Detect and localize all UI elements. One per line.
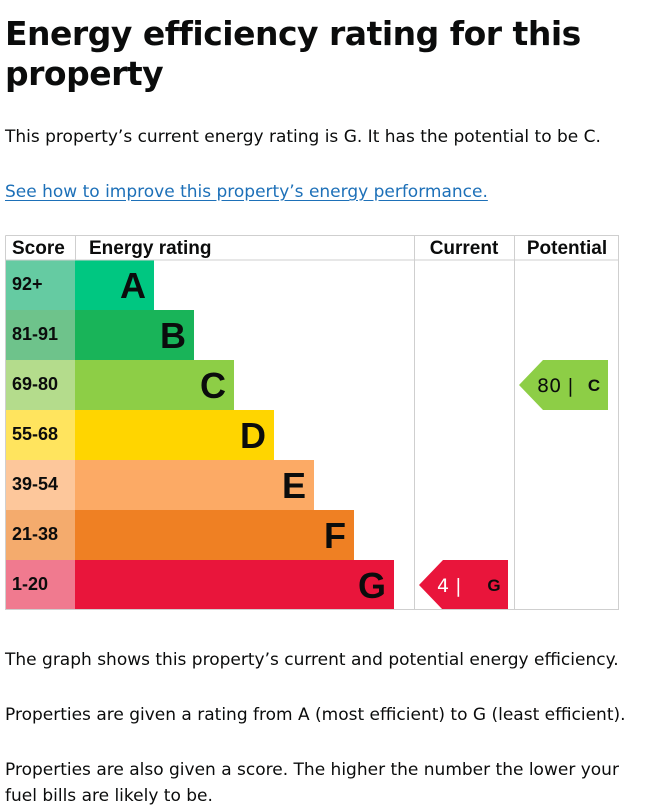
energy-rating-chart: Score Energy rating Current Potential 92+ A 8… — [5, 235, 619, 610]
score-cell-d — [5, 410, 75, 460]
score-cell-c — [5, 360, 75, 410]
rating-summary: This property’s current energy rating is… — [5, 127, 601, 147]
header-current: Current — [430, 238, 499, 259]
header-rating: Energy rating — [89, 238, 211, 259]
score-explanation: Properties are also given a score. The h… — [5, 760, 619, 806]
header-potential: Potential — [527, 238, 607, 259]
score-cell-b — [5, 310, 75, 360]
rating-bar-a — [75, 260, 154, 310]
score-range-g: 1-20 — [12, 574, 48, 594]
rating-letter-f: F — [324, 515, 346, 556]
score-range-c: 69-80 — [12, 374, 58, 394]
score-cell-a — [5, 260, 75, 310]
page-title: Energy efficiency rating for this proper… — [5, 14, 581, 93]
rating-letter-b: B — [160, 315, 186, 356]
rating-bar-g — [75, 560, 394, 610]
rating-bar-b — [75, 310, 194, 360]
improve-section: See how to improve this property’s energ… — [5, 179, 635, 205]
improve-performance-link[interactable]: See how to improve this property’s energ… — [5, 182, 488, 202]
score-cell-g — [5, 560, 75, 610]
rating-bar-e — [75, 460, 314, 510]
score-range-b: 81-91 — [12, 324, 58, 344]
current-rating-arrow — [419, 560, 508, 610]
graph-explanation: The graph shows this property’s current … — [5, 650, 619, 670]
potential-rating-arrow — [519, 360, 608, 410]
score-range-a: 92+ — [12, 274, 43, 294]
score-cell-e — [5, 460, 75, 510]
rating-bar-f — [75, 510, 354, 560]
score-range-d: 55-68 — [12, 424, 58, 444]
potential-score-label: 80 | — [537, 375, 574, 397]
rating-bar-c — [75, 360, 234, 410]
potential-rating-letter: C — [588, 376, 600, 395]
score-range-e: 39-54 — [12, 474, 58, 494]
score-range-f: 21-38 — [12, 524, 58, 544]
rating-explanation: Properties are given a rating from A (mo… — [5, 705, 626, 725]
header-score: Score — [12, 238, 65, 259]
rating-letter-e: E — [282, 465, 306, 506]
rating-letter-c: C — [200, 365, 226, 406]
rating-letter-g: G — [358, 565, 386, 606]
rating-letter-a: A — [120, 265, 146, 306]
rating-bar-d — [75, 410, 274, 460]
current-rating-letter: G — [487, 576, 500, 595]
current-score-label: 4 | — [437, 575, 462, 597]
score-cell-f — [5, 510, 75, 560]
rating-letter-d: D — [240, 415, 266, 456]
